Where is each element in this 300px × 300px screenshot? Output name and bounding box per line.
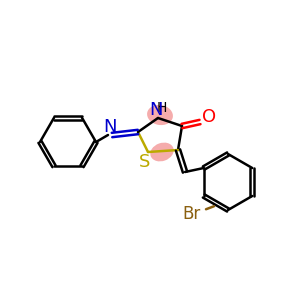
Ellipse shape bbox=[147, 105, 173, 125]
Text: Br: Br bbox=[183, 205, 201, 223]
Text: N: N bbox=[103, 118, 117, 136]
Ellipse shape bbox=[150, 142, 174, 161]
Text: S: S bbox=[139, 153, 151, 171]
Text: O: O bbox=[202, 108, 216, 126]
Text: H: H bbox=[157, 101, 167, 115]
Text: N: N bbox=[149, 101, 163, 119]
